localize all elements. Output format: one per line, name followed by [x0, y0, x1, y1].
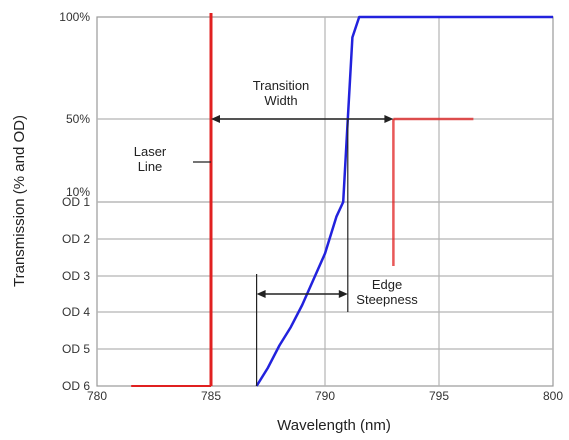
y-tick-label: OD 1: [62, 195, 90, 209]
grid: [96, 16, 554, 387]
edge-steepness-arrow-head-left: [256, 290, 266, 298]
transition-width-label: Transition Width: [253, 78, 310, 108]
y-tick-label: OD 5: [62, 342, 90, 356]
y-tick-label: 100%: [59, 10, 90, 24]
edge-steepness-arrow-head-right: [338, 290, 348, 298]
x-tick-label: 790: [315, 389, 335, 403]
y-tick-label: OD 2: [62, 232, 90, 246]
y-tick-label: OD 3: [62, 269, 90, 283]
transition-width-arrow-head-left: [211, 115, 220, 123]
y-tick-label: OD 6: [62, 379, 90, 393]
laser-line-label: Laser Line: [134, 144, 167, 174]
x-tick-label: 780: [87, 389, 107, 403]
edge-steepness-label: Edge Steepness: [356, 277, 418, 307]
x-tick-label: 785: [201, 389, 221, 403]
x-axis-label: Wavelength (nm): [277, 417, 391, 434]
y-tick-label: 10%: [66, 185, 90, 199]
x-tick-label: 795: [429, 389, 449, 403]
y-axis-label: Transmission (% and OD): [11, 115, 28, 287]
y-tick-label: OD 4: [62, 305, 90, 319]
tick-labels: 780 785 790 795 800 100% 50% 10%OD 1 OD 2 OD 3 OD …: [59, 10, 563, 403]
transition-width-arrow-head-right: [384, 115, 394, 123]
transmission-curve: [255, 15, 553, 387]
plot-area: Laser Line Transition Width Edge Steepness: [131, 13, 553, 387]
y-tick-label: 50%: [66, 112, 90, 126]
x-tick-label: 800: [543, 389, 563, 403]
